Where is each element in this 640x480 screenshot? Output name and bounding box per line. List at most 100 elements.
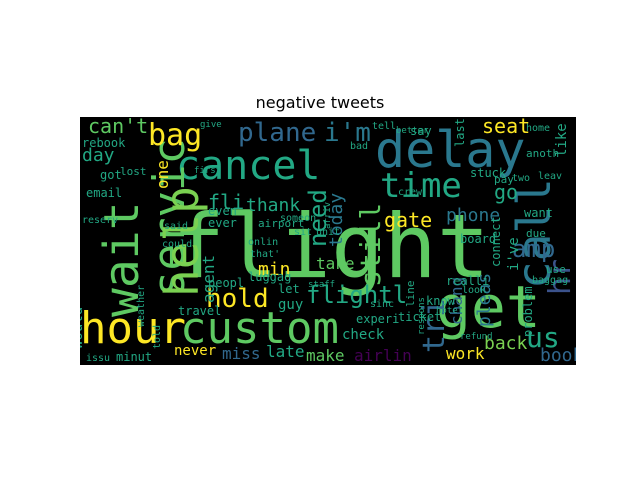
cloud-word: staff [308,280,335,290]
cloud-word: cancel [176,143,321,189]
cloud-word: wait [94,201,150,317]
cloud-word: i'm [324,118,371,148]
figure-title: negative tweets [255,93,385,112]
cloud-word: due [526,227,546,240]
cloud-word: flightl [306,281,407,309]
cloud-word: know [426,294,456,308]
cloud-word: never [174,343,216,359]
cloud-word: board [460,232,496,246]
cloud-word: email [86,186,122,200]
cloud-word: plane [238,118,316,148]
cloud-word: us [526,321,560,354]
cloud-word: even [208,204,237,218]
cloud-word: make [306,346,345,365]
cloud-word: day [82,145,115,166]
cloud-word: help [155,186,209,297]
cloud-word: guy [278,297,303,313]
cloud-word: ever [208,216,237,230]
cloud-word: stuck [470,166,507,180]
cloud-word: reserv [82,215,118,226]
cloud-word: check [342,327,385,343]
cloud-word: hr [543,259,576,295]
cloud-word: still [354,203,387,287]
cloud-word: bad [350,141,368,152]
cloud-word: say [410,124,432,138]
cloud-word: ticket [398,310,441,324]
cloud-word: weather [136,285,147,327]
cloud-word: bag [148,118,202,153]
cloud-word: fli [208,190,244,214]
cloud-word: home [526,123,550,134]
cloud-word: call [507,178,561,289]
cloud-word: phone [446,205,500,226]
cloud-word: arriv [323,202,333,229]
cloud-word: better [396,126,429,136]
cloud-word: experi [356,312,399,326]
cloud-word: tri [417,299,452,353]
cloud-word: lost [120,165,147,178]
cloud-word: two [512,173,530,184]
cloud-word: travel [178,304,221,318]
cloud-word: hotel [436,306,463,316]
cloud-word: issu [86,353,110,364]
cloud-word: told [152,325,163,349]
cloud-word: leav [538,171,562,182]
cloud-word: baggag [532,275,568,286]
cloud-word: said [164,221,188,232]
cloud-word: work [446,344,485,363]
cloud-word: sinc [370,299,394,310]
cloud-word: peopl [208,276,244,290]
cloud-word: delay [375,121,526,179]
cloud-word: would [80,307,86,349]
cloud-word: first [194,166,221,176]
cloud-word: could [162,239,192,250]
cloud-word: can't [88,117,148,138]
cloud-word: seat [482,117,530,138]
cloud-word: connect [489,216,503,267]
cloud-word: problem [521,286,535,337]
cloud-word: realli [446,274,489,288]
cloud-word: luggag [248,270,291,284]
cloud-word: let [278,282,300,296]
cloud-word: pleas [474,273,495,327]
cloud-word: i've [506,237,522,271]
word-cloud: flight hour custom get cancel delay wait servic… [80,117,576,365]
cloud-word: last [453,118,467,147]
cloud-word: miss [222,344,261,363]
cloud-word: give [200,120,222,130]
cloud-word: amp [512,235,555,263]
cloud-word: got [100,168,122,182]
cloud-word: gate [384,208,432,232]
cloud-word: airport [258,217,304,230]
cloud-background [80,117,576,365]
cloud-word: today [326,193,347,247]
cloud-word: hold [206,284,269,314]
cloud-word: like [554,123,570,157]
cloud-word: that' [250,249,280,260]
cloud-word: someon [280,213,316,224]
cloud-word: tell [372,121,396,132]
cloud-word: want [524,206,553,220]
cloud-word: crew [398,187,423,198]
cloud-word: minut [116,350,152,364]
cloud-word: hour [80,303,186,354]
cloud-word: custom [180,303,339,354]
cloud-word: servic [144,138,195,297]
cloud-word: airlin [354,346,412,365]
cloud-word: agent [199,255,218,303]
cloud-word: chang [447,277,466,325]
cloud-word: get [436,273,541,341]
cloud-word: need [304,189,332,247]
cloud-word: refund [460,332,493,342]
cloud-word: use [546,263,566,276]
cloud-word: one [153,160,172,189]
cloud-word: min [258,259,291,280]
cloud-word: rebook [82,136,126,150]
cloud-word: late [266,342,305,361]
cloud-word: time [380,166,462,206]
cloud-word: back [484,333,528,354]
cloud-word: line [404,281,417,308]
cloud-word: anoth [526,147,559,160]
cloud-word: pay [494,173,514,186]
